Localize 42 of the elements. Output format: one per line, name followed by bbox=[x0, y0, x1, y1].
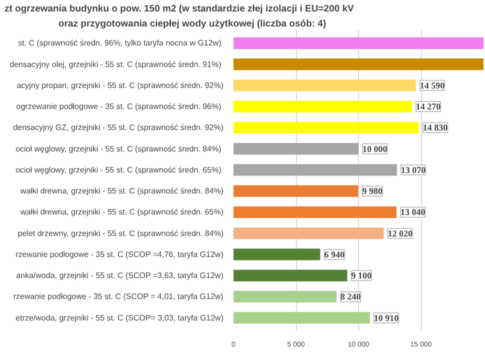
bar bbox=[234, 290, 336, 303]
y-tick-label: ocioł węglowy, grzejniki - 55 st. C (sprawność średn. 65%) bbox=[16, 165, 222, 174]
y-tick-label: rzewanie podłogowe - 35 st. C (SCOP = 4,01, taryfa G12w) bbox=[13, 292, 224, 302]
bar bbox=[234, 270, 348, 282]
y-tick-label: densacyjny GZ, grzejniki - 55 st. C (sprawność średn. 92%) bbox=[13, 123, 224, 132]
y-tick-label: anka/woda, grzejniki - 55 st. C (SCOP =3,63, taryfa G12w) bbox=[16, 271, 224, 280]
data-label: 14 830 bbox=[422, 122, 448, 133]
chart-subtitle: oraz przygotowania ciepłej wody użytkowej (liczba osób: 4) bbox=[58, 18, 326, 30]
chart-title: zt ogrzewania budynku o pow. 150 m2 (w standardzie złej izolacji i EU=200 kV bbox=[4, 4, 355, 14]
bar bbox=[234, 122, 419, 134]
data-label: 9 100 bbox=[351, 270, 372, 281]
y-tick-label: densacyjny olej, grzejniki - 55 st. C (sprawność średn. 91%) bbox=[10, 60, 222, 69]
y-tick-label: wałki drewna, grzejniki - 55 st. C (sprawność średn. 65%) bbox=[19, 208, 224, 217]
data-label: 9 980 bbox=[362, 186, 383, 196]
y-tick-label: rzewanie podłogowe - 35 st. C (SCOP =4,76, taryfa G12w) bbox=[16, 250, 224, 259]
bar bbox=[234, 228, 384, 240]
bar bbox=[234, 58, 484, 70]
y-tick-label: st. C (sprawność średn. 96%, tylko taryfa nocna w G12w) bbox=[18, 38, 222, 48]
data-label: 14 270 bbox=[416, 102, 442, 112]
data-label: 10 000 bbox=[362, 144, 388, 154]
y-tick-label: etrze/woda, grzejniki - 55 st. C (SCOP= 3,03, taryfa G12w) bbox=[16, 313, 224, 322]
data-label: 13 070 bbox=[400, 164, 426, 175]
bar bbox=[234, 100, 412, 112]
data-label: 6 940 bbox=[324, 249, 345, 260]
bar bbox=[234, 206, 396, 218]
y-tick-label: ogrzewanie podłogowe - 35 st. C (sprawność średn. 96%) bbox=[16, 102, 222, 112]
bar bbox=[234, 312, 370, 324]
data-label: 10 910 bbox=[374, 312, 400, 323]
bar bbox=[234, 185, 358, 197]
y-tick-label: acyjny propan, grzejniki - 55 st. C (sprawność średn. 92%) bbox=[16, 80, 224, 90]
y-tick-label: ocioł węglowy, grzejniki - 55 st. C (sprawność średn. 84%) bbox=[16, 144, 222, 154]
data-label: 13 040 bbox=[400, 207, 426, 218]
y-tick-label: wałki drewna, grzejniki - 55 st. C (sprawność średn. 84%) bbox=[19, 186, 224, 196]
bar bbox=[234, 164, 397, 176]
data-label: 12 020 bbox=[388, 228, 413, 238]
bar bbox=[234, 37, 484, 49]
y-tick-label: pelet drzewny, grzejniki - 55 st. C (sprawność średn. 84%) bbox=[18, 228, 224, 238]
bar bbox=[234, 143, 358, 155]
data-label: 8 240 bbox=[340, 292, 362, 302]
data-label: 14 590 bbox=[420, 80, 446, 90]
bar bbox=[234, 248, 320, 260]
bar bbox=[234, 80, 416, 92]
